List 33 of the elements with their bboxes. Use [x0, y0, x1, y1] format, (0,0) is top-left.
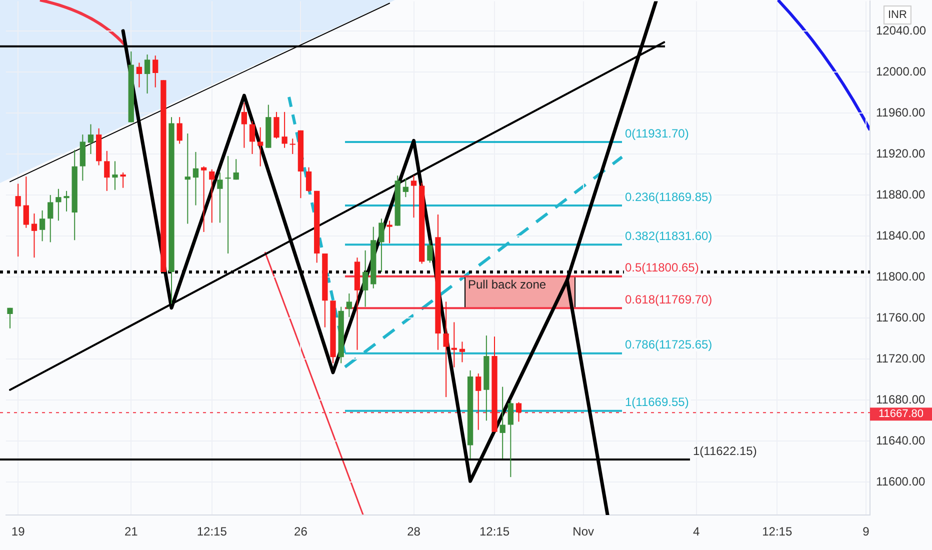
y-tick-label: 11720.00: [876, 351, 926, 366]
x-tick-label: 4: [693, 524, 700, 539]
y-tick-label: 11760.00: [876, 310, 926, 324]
y-tick-label: 11920.00: [876, 146, 926, 160]
ref-line-label: 0.786(11725.65): [625, 338, 712, 352]
x-tick-label: 12:15: [479, 524, 510, 539]
y-tick-label: 12000.00: [876, 64, 926, 78]
band-label: Pull back zone: [468, 278, 546, 292]
x-tick-label: 19: [11, 524, 26, 539]
y-tick-label: 11880.00: [876, 187, 926, 202]
x-tick-label: 26: [294, 524, 308, 539]
y-tick-label: 11800.00: [876, 269, 926, 284]
ref-line-label: 1(11669.55): [625, 395, 689, 410]
ref-line-label: 0.618(11769.70): [625, 292, 712, 306]
y-axis-title: INR: [888, 9, 907, 22]
ref-line-label: 0.5(11800.65): [625, 260, 699, 275]
x-tick-label: 28: [407, 524, 421, 539]
ref-line-label: 0(11931.70): [625, 126, 689, 140]
x-tick-label: 9: [862, 524, 870, 539]
y-tick-label: 11840.00: [876, 228, 926, 242]
y-tick-label: 11600.00: [876, 474, 926, 488]
x-tick-label: 12:15: [196, 524, 228, 539]
ref-line-label: 0.382(11831.60): [625, 228, 712, 243]
x-tick-label: 12:15: [762, 524, 792, 539]
y-tick-label: 11960.00: [876, 105, 926, 120]
ref-line-label: 0.236(11869.85): [625, 190, 712, 204]
y-tick-label: 11640.00: [876, 433, 926, 448]
y-tick-label: 12040.00: [876, 23, 926, 38]
x-tick-label: Nov: [572, 524, 594, 539]
ref-line-label: 1(11622.15): [693, 444, 757, 458]
ref-line-label: 11667.80: [878, 408, 924, 420]
x-tick-label: 21: [124, 524, 138, 539]
y-tick-label: 11680.00: [876, 392, 926, 406]
